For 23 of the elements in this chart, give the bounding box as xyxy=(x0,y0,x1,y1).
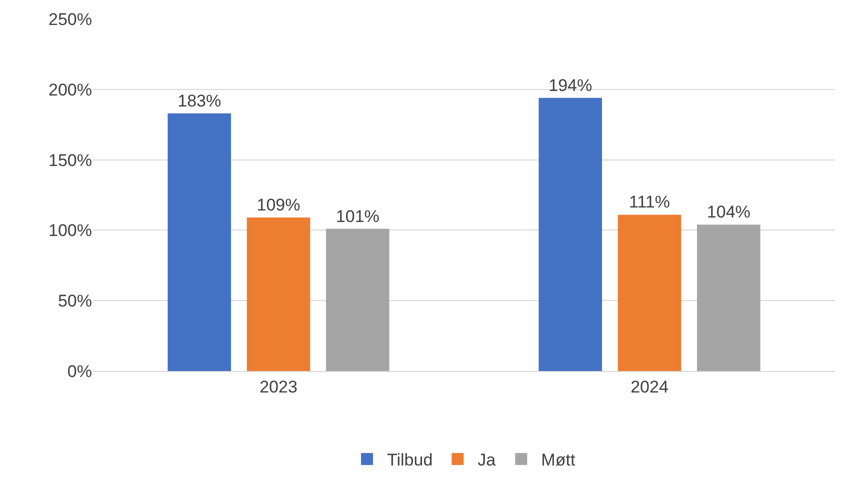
x-tick-label: 2023 xyxy=(260,377,298,396)
y-tick-label: 250% xyxy=(48,10,92,29)
y-tick-label: 50% xyxy=(58,292,92,311)
data-label: 183% xyxy=(178,91,222,110)
legend-label: Ja xyxy=(478,450,496,470)
bar xyxy=(168,113,232,371)
bar xyxy=(618,214,682,371)
x-tick-label: 2024 xyxy=(630,377,668,396)
data-label: 101% xyxy=(336,206,380,226)
data-label: 104% xyxy=(706,202,750,222)
y-tick-label: 100% xyxy=(48,221,92,240)
y-tick-label: 150% xyxy=(48,150,92,170)
bar xyxy=(326,228,390,371)
bar xyxy=(696,224,760,371)
bar xyxy=(538,98,602,371)
y-tick-label: 200% xyxy=(48,80,92,100)
legend-label: Møtt xyxy=(541,450,576,470)
bar xyxy=(246,218,310,371)
legend-label: Tilbud xyxy=(387,450,433,470)
data-label: 111% xyxy=(629,192,670,212)
data-label: 194% xyxy=(548,76,592,95)
data-label: 109% xyxy=(256,196,300,215)
y-tick-label: 0% xyxy=(67,362,92,381)
